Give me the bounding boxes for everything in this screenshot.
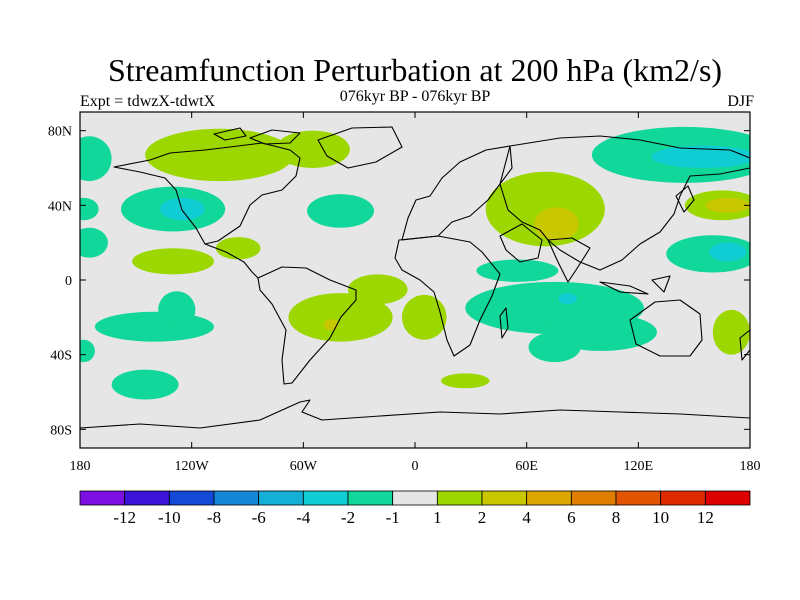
season-label: DJF [727,93,754,110]
contour-region-32 [441,373,490,389]
x-tick-label-2: 60W [290,459,318,474]
contour-region-11 [651,145,750,168]
colorbar-swatch-11 [570,490,617,506]
contour-region-17 [528,332,581,363]
colorbar-swatch-3 [213,490,260,506]
colorbar-swatch-0 [79,490,126,506]
contour-regions [80,126,750,400]
colorbar-swatch-13 [660,490,706,506]
colorbar-swatch-14 [704,490,751,506]
colorbar-swatch-6 [347,490,394,506]
colorbar-swatch-7 [392,490,438,506]
contour-region-25 [401,294,447,340]
coastlines [80,126,750,429]
colorbar-swatch-1 [124,490,170,506]
x-axis: 180 120W 60W 0 60E 120E 180 [70,112,761,474]
colorbar: -12 -10 -8 -6 -4 -2 -1 1 2 4 6 8 10 12 [79,490,751,527]
contour-region-22 [215,237,261,260]
map-subtitle: 076kyr BP - 076kyr BP [339,88,491,105]
colorbar-label-5: -2 [341,508,355,527]
colorbar-swatch-12 [615,490,662,506]
contour-region-13 [709,242,747,262]
y-tick-label-1: 40N [48,199,72,214]
contour-region-19 [145,128,295,182]
colorbar-label-12: 10 [652,508,669,527]
contour-region-31 [712,309,750,355]
colorbar-swatch-2 [168,490,215,506]
y-tick-label-2: 0 [65,274,72,289]
colorbar-label-9: 4 [522,508,531,527]
x-tick-label-5: 120E [624,459,654,474]
colorbar-label-1: -10 [158,508,181,527]
colorbar-label-13: 12 [697,508,714,527]
colorbar-label-2: -8 [207,508,221,527]
colorbar-swatch-4 [258,490,304,506]
contour-region-6 [94,311,214,342]
colorbar-label-7: 1 [433,508,442,527]
y-tick-label-4: 80S [50,423,72,438]
colorbar-swatch-9 [481,490,528,506]
map-title: Streamfunction Perturbation at 200 hPa (… [107,52,723,88]
y-tick-label-3: 40S [50,349,72,364]
colorbar-label-0: -12 [113,508,136,527]
x-tick-label-0: 180 [70,459,91,474]
x-tick-label-1: 120W [175,459,210,474]
contour-region-18 [558,293,577,305]
contour-region-0 [80,136,112,182]
plot-area: 180 120W 60W 0 60E 120E 180 80N 40N 0 40S 80S [48,111,761,474]
colorbar-swatch-10 [526,490,572,506]
contour-region-21 [132,248,214,275]
x-tick-label-4: 60E [515,459,538,474]
colorbar-label-11: 8 [612,508,621,527]
contour-region-28 [534,207,579,241]
colorbar-label-6: -1 [386,508,400,527]
contour-region-8 [111,369,179,400]
contour-region-15 [476,259,559,282]
colorbar-swatch-8 [436,490,483,506]
x-tick-label-6: 180 [740,459,761,474]
colorbar-label-4: -4 [296,508,311,527]
contour-region-4 [160,197,205,221]
y-axis: 80N 40N 0 40S 80S [48,125,750,438]
colorbar-swatch-5 [302,490,349,506]
contour-region-5 [307,194,375,228]
experiment-label: Expt = tdwzX-tdwtX [80,93,216,110]
contour-region-2 [80,227,108,258]
contour-region-7 [158,291,196,329]
colorbar-label-3: -6 [252,508,266,527]
colorbar-label-10: 6 [567,508,576,527]
y-tick-label-0: 80N [48,125,72,140]
x-tick-label-3: 0 [412,459,419,474]
contour-region-9 [80,339,95,363]
colorbar-label-8: 2 [478,508,487,527]
contour-region-1 [80,197,99,221]
contour-region-30 [705,197,750,213]
